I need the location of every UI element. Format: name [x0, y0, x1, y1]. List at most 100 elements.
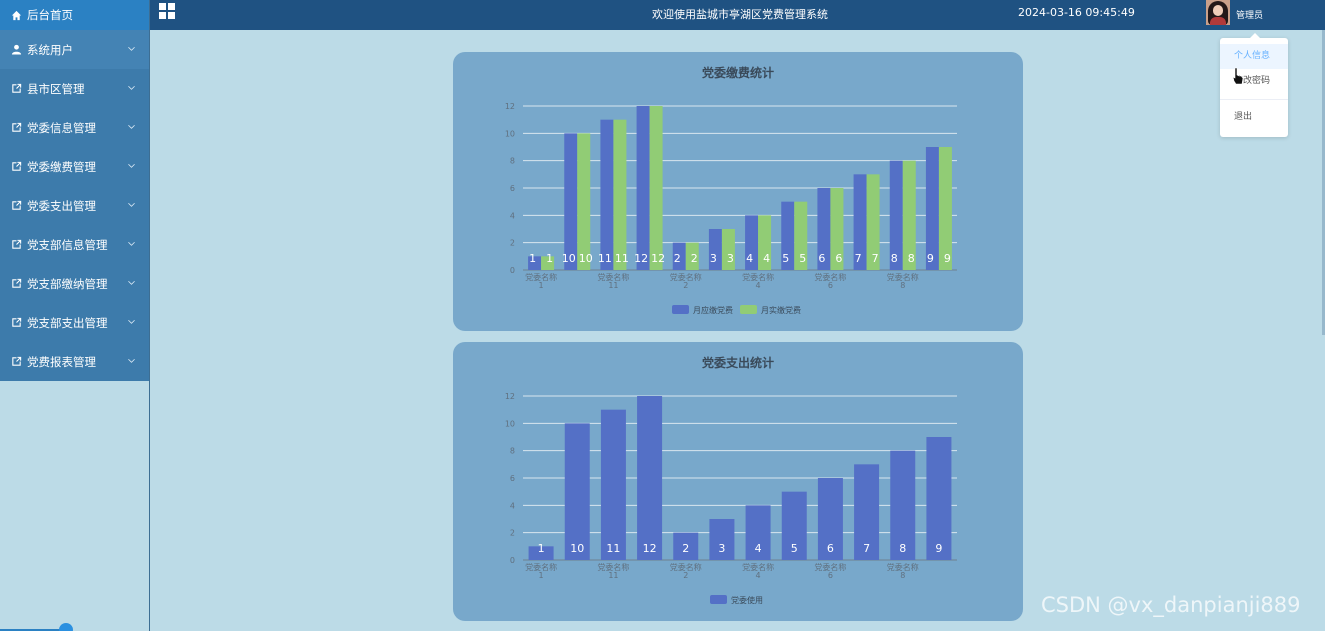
x-tick-label: 党委名称 — [887, 272, 919, 282]
user-name[interactable]: 管理员 — [1236, 11, 1264, 21]
sidebar-item-1[interactable]: 系统用户 — [0, 30, 149, 69]
y-tick-label: 0 — [510, 556, 515, 565]
x-tick-label: 党委名称 — [887, 562, 919, 572]
bar[interactable] — [637, 396, 663, 560]
sidebar-item-label: 系统用户 — [27, 42, 73, 57]
menu-toggle-icon[interactable] — [159, 3, 175, 19]
legend-label[interactable]: 月应缴党费 — [693, 305, 733, 315]
bar[interactable] — [890, 450, 916, 560]
bar-value-label: 12 — [651, 252, 665, 265]
bar[interactable] — [889, 160, 903, 270]
y-tick-label: 4 — [510, 501, 515, 510]
bar[interactable] — [854, 464, 880, 560]
bar[interactable] — [745, 505, 771, 560]
bar[interactable] — [721, 229, 735, 270]
bar[interactable] — [577, 133, 591, 270]
sidebar-item-4[interactable]: 党委缴费管理 — [0, 147, 149, 186]
sidebar-item-9[interactable]: 党费报表管理 — [0, 342, 149, 381]
chevron-down-icon — [128, 239, 135, 249]
bar[interactable] — [817, 188, 831, 270]
x-tick-label: 1 — [539, 281, 544, 290]
bar[interactable] — [600, 119, 614, 271]
bar-value-label: 4 — [746, 252, 753, 265]
chevron-down-icon — [128, 200, 135, 210]
bar[interactable] — [613, 119, 627, 271]
x-tick-label: 党委名称 — [525, 272, 557, 282]
bar[interactable] — [564, 133, 578, 270]
avatar[interactable] — [1206, 0, 1230, 25]
bar[interactable] — [709, 519, 735, 560]
user-dropdown-menu: 个人信息 修改密码 退出 — [1220, 33, 1288, 137]
legend-swatch[interactable] — [672, 305, 689, 314]
sidebar-item-7[interactable]: 党支部缴纳管理 — [0, 264, 149, 303]
home-icon — [10, 9, 22, 21]
sidebar-item-2[interactable]: 县市区管理 — [0, 69, 149, 108]
payment-chart-card: 党委缴费统计 0 2 4 6 8 10 12 1 10 11 12 2 3 4 5 6 7 8 9 1 10 11 12 2 3 4… — [453, 52, 1023, 331]
bar[interactable] — [600, 409, 626, 560]
bar[interactable] — [685, 242, 699, 270]
dropdown-item-change-password[interactable]: 修改密码 — [1234, 76, 1271, 86]
dropdown-divider — [1220, 99, 1288, 100]
dropdown-item-logout[interactable]: 退出 — [1234, 112, 1253, 122]
y-tick-label: 8 — [510, 157, 515, 166]
bar-value-label: 10 — [562, 252, 576, 265]
chevron-down-icon — [128, 122, 135, 132]
bar[interactable] — [649, 106, 663, 270]
top-header: 欢迎使用盐城市亭湖区党费管理系统 2024-03-16 09:45:49 管理员 — [150, 0, 1325, 30]
bar[interactable] — [938, 147, 952, 270]
bar-value-label: 1 — [538, 542, 545, 555]
page-scrollbar[interactable] — [1322, 30, 1325, 335]
sidebar-item-6[interactable]: 党支部信息管理 — [0, 225, 149, 264]
sidebar-item-label: 党费报表管理 — [27, 354, 96, 369]
sidebar-item-8[interactable]: 党支部支出管理 — [0, 303, 149, 342]
dropdown-item-profile[interactable]: 个人信息 — [1220, 44, 1288, 69]
bar[interactable] — [866, 174, 880, 270]
bar-value-label: 11 — [598, 252, 612, 265]
bar-value-label: 6 — [827, 542, 834, 555]
bar-value-label: 2 — [682, 542, 689, 555]
bar[interactable] — [817, 478, 843, 560]
legend-swatch[interactable] — [710, 595, 727, 604]
bar[interactable] — [926, 437, 952, 560]
sidebar-item-3[interactable]: 党委信息管理 — [0, 108, 149, 147]
x-tick-label: 2 — [683, 281, 688, 290]
legend-label[interactable]: 党委使用 — [731, 595, 763, 605]
bar[interactable] — [758, 215, 772, 270]
y-tick-label: 0 — [510, 266, 515, 275]
bar[interactable] — [672, 242, 686, 270]
x-tick-label: 8 — [900, 571, 905, 580]
bar[interactable] — [830, 188, 844, 270]
bar[interactable] — [794, 201, 808, 270]
x-tick-label: 党委名称 — [814, 272, 846, 282]
y-tick-label: 6 — [510, 184, 515, 193]
sidebar-item-0[interactable]: 后台首页 — [0, 0, 149, 30]
chevron-down-icon — [128, 317, 135, 327]
bar[interactable] — [781, 491, 807, 560]
bar[interactable] — [925, 147, 939, 270]
bar[interactable] — [902, 160, 916, 270]
sidebar-item-5[interactable]: 党委支出管理 — [0, 186, 149, 225]
x-tick-label: 1 — [539, 571, 544, 580]
chevron-down-icon — [128, 83, 135, 93]
bar[interactable] — [745, 215, 759, 270]
external-link-icon — [10, 278, 22, 290]
bar[interactable] — [528, 256, 542, 270]
bar[interactable] — [564, 423, 590, 560]
bar-value-label: 4 — [755, 542, 762, 555]
bar-value-label: 7 — [855, 252, 862, 265]
legend-swatch[interactable] — [740, 305, 757, 314]
bar[interactable] — [708, 229, 722, 270]
watermark: CSDN @vx_danpianji889 — [1041, 593, 1301, 617]
bar[interactable] — [541, 256, 555, 270]
bar[interactable] — [781, 201, 795, 270]
bar-value-label: 10 — [570, 542, 584, 555]
bar[interactable] — [636, 106, 650, 270]
sidebar-scroll-handle[interactable] — [59, 623, 73, 631]
y-tick-label: 2 — [510, 239, 515, 248]
bar[interactable] — [528, 546, 554, 560]
bar[interactable] — [853, 174, 867, 270]
bar[interactable] — [673, 532, 699, 560]
bar-value-label: 8 — [891, 252, 898, 265]
legend-label[interactable]: 月实缴党费 — [761, 305, 801, 315]
